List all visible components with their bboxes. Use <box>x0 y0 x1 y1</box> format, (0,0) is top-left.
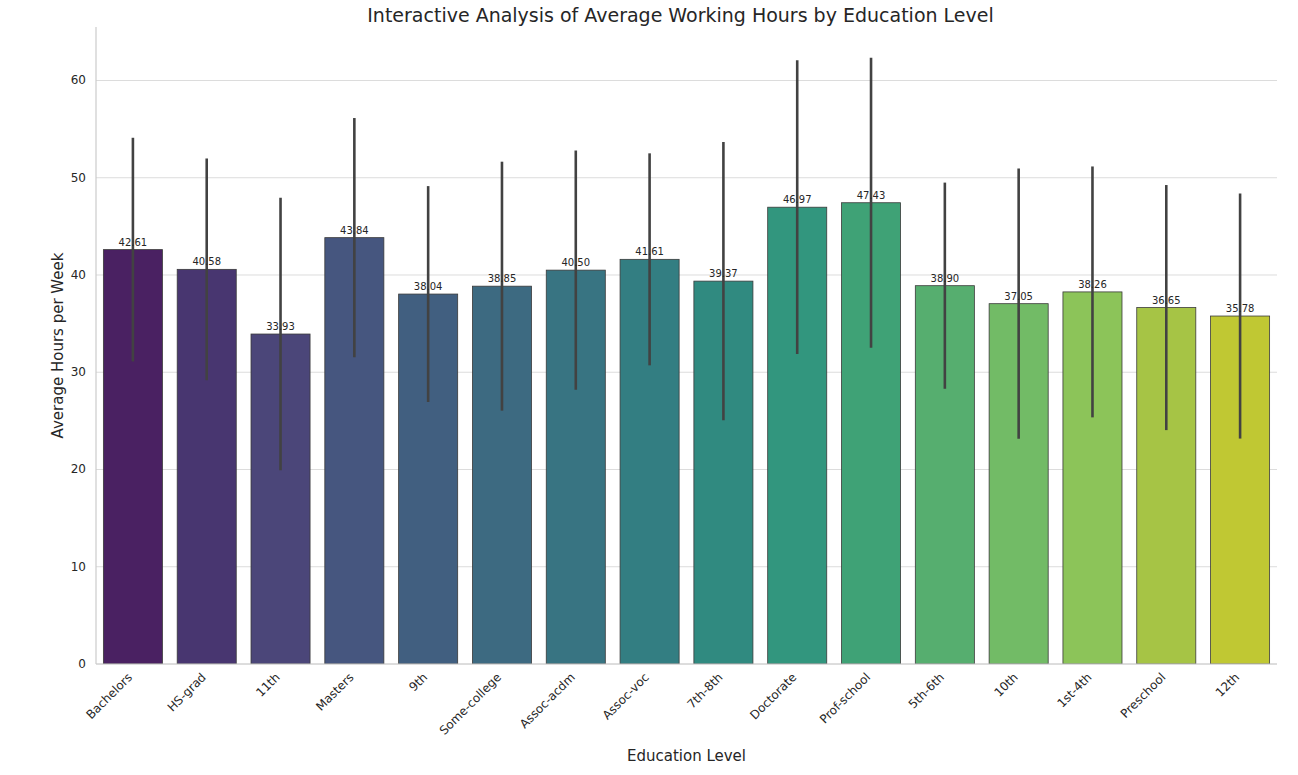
data-label: 41.61 <box>635 246 664 257</box>
error-bar <box>205 158 208 380</box>
x-tick-label: Doctorate <box>747 670 799 722</box>
error-bar <box>501 162 504 411</box>
x-tick-label: 1st-4th <box>1054 670 1094 710</box>
x-tick-label: 12th <box>1213 670 1242 699</box>
data-label: 37.05 <box>1004 291 1033 302</box>
y-tick-label: 20 <box>71 462 86 476</box>
data-label: 38.04 <box>414 281 443 292</box>
data-label: 40.50 <box>561 257 590 268</box>
error-bar <box>870 58 873 348</box>
x-tick-label: Assoc-voc <box>600 670 652 722</box>
x-axis <box>96 663 1277 664</box>
chart: 0 10 20 30 40 50 60 42.61 40.58 33.93 43.84 38.04 38… <box>0 0 1298 775</box>
grid-line <box>96 274 1277 275</box>
x-tick-label: Preschool <box>1118 670 1169 721</box>
grid-line <box>96 177 1277 178</box>
y-tick-label: 10 <box>71 560 86 574</box>
y-axis <box>95 27 96 664</box>
data-label: 38.90 <box>931 273 960 284</box>
error-bar <box>279 198 282 470</box>
error-bar <box>1165 185 1168 430</box>
error-bar <box>1239 193 1242 438</box>
y-tick-label: 50 <box>71 171 86 185</box>
y-axis-label: Average Hours per Week <box>49 252 67 438</box>
error-bar <box>944 183 947 389</box>
data-label: 35.78 <box>1226 303 1255 314</box>
error-bar <box>574 151 577 390</box>
data-label: 39.37 <box>709 268 738 279</box>
y-tick-label: 30 <box>71 365 86 379</box>
x-tick-label: Prof-school <box>817 670 873 726</box>
y-tick-label: 0 <box>78 657 86 671</box>
x-tick-label: Masters <box>313 670 356 713</box>
data-label: 46.97 <box>783 194 812 205</box>
error-bar <box>796 60 799 354</box>
x-tick-label: Assoc-acdm <box>517 670 578 731</box>
data-label: 38.26 <box>1078 279 1107 290</box>
x-axis-label: Education Level <box>627 747 746 765</box>
data-label: 33.93 <box>266 321 295 332</box>
x-tick-label: HS-grad <box>165 670 209 714</box>
x-tick-label: 5th-6th <box>906 670 947 711</box>
x-tick-label: 10th <box>991 670 1020 699</box>
error-bar <box>132 138 135 362</box>
x-tick-label: 7th-8th <box>684 670 725 711</box>
x-tick-label: 11th <box>253 670 282 699</box>
bars <box>103 58 1269 664</box>
data-label: 43.84 <box>340 225 369 236</box>
y-tick-label: 60 <box>71 73 86 87</box>
error-bar <box>722 142 725 420</box>
error-bar <box>353 118 356 357</box>
error-bar <box>1017 169 1020 439</box>
error-bar <box>648 153 651 365</box>
error-bar <box>427 186 430 402</box>
grid-line <box>96 664 1277 665</box>
data-label: 40.58 <box>192 256 221 267</box>
error-bar <box>1091 166 1094 417</box>
data-label: 38.85 <box>488 273 517 284</box>
y-tick-label: 40 <box>71 268 86 282</box>
data-label: 36.65 <box>1152 295 1181 306</box>
title: Interactive Analysis of Average Working … <box>367 4 994 26</box>
x-tick-label: Bachelors <box>83 670 135 722</box>
grid-line <box>96 80 1277 81</box>
data-label: 47.43 <box>857 190 886 201</box>
x-tick-label: 9th <box>406 670 430 694</box>
data-label: 42.61 <box>119 237 148 248</box>
x-tick-label: Some-college <box>437 670 504 737</box>
